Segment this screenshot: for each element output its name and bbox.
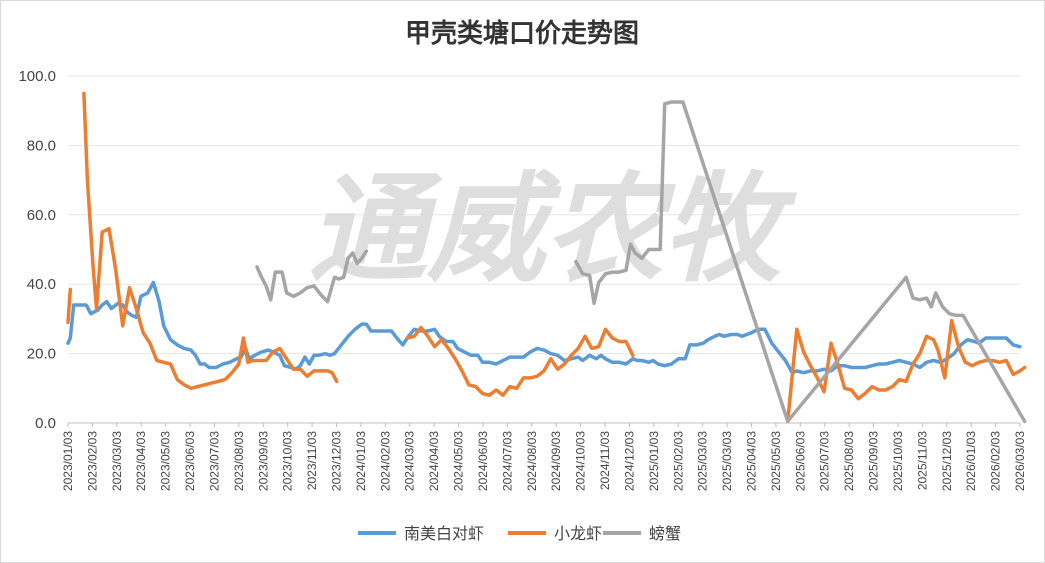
x-tick-label: 2023/01/03: [61, 431, 75, 491]
y-tick-label: 60.0: [27, 207, 56, 224]
x-tick-label: 2026/03/03: [1013, 431, 1027, 491]
gridlines: [68, 75, 1020, 424]
series-line-2: [82, 91, 339, 391]
series-line-2: [66, 287, 73, 325]
x-tick-label: 2024/03/03: [403, 431, 417, 491]
x-tick-label: 2025/12/03: [940, 431, 954, 491]
x-tick-label: 2024/04/03: [427, 431, 441, 491]
x-tick-label: 2024/11/03: [598, 431, 612, 490]
series-line-3: [255, 249, 369, 304]
x-tick-label: 2025/09/03: [867, 431, 881, 491]
x-tick-label: 2025/10/03: [891, 431, 905, 491]
x-tick-label: 2024/06/03: [476, 431, 490, 491]
x-tick-label: 2025/04/03: [744, 431, 758, 491]
x-tick-label: 2023/11/03: [305, 431, 319, 490]
x-tick-label: 2025/03/03: [696, 431, 710, 491]
y-tick-label: 20.0: [27, 346, 56, 363]
x-tick-label: 2023/04/03: [134, 431, 148, 491]
x-tick-label: 2026/02/03: [989, 431, 1003, 491]
x-tick-label: 2024/02/03: [378, 431, 392, 491]
x-tick-label: 2025/05/03: [769, 431, 783, 491]
x-tick-label: 2024/10/03: [574, 431, 588, 491]
x-tick-label: 2026/01/03: [964, 431, 978, 491]
x-tick-label: 2025/03/03: [720, 431, 734, 491]
x-tick-label: 2023/12/03: [330, 431, 344, 491]
legend-label: 南美白对虾: [404, 524, 484, 543]
y-tick-label: 0.0: [35, 415, 56, 432]
y-tick-label: 40.0: [27, 276, 56, 293]
x-tick-label: 2023/05/03: [159, 431, 173, 491]
x-tick-label: 2025/06/03: [793, 431, 807, 491]
x-tick-label: 2023/10/03: [281, 431, 295, 491]
y-tick-label: 80.0: [27, 137, 56, 154]
x-tick-label: 2024/05/03: [452, 431, 466, 491]
x-tick-label: 2024/07/03: [500, 431, 514, 491]
x-tick-label: 2023/06/03: [183, 431, 197, 491]
x-tick-label: 2023/03/03: [110, 431, 124, 491]
x-tick-label: 2025/01/03: [647, 431, 661, 491]
series-lines: [66, 91, 1027, 424]
watermark: 通威农牧: [309, 160, 797, 298]
x-tick-label: 2023/07/03: [207, 431, 221, 491]
series-line-2: [785, 318, 1027, 424]
x-tick-label: 2025/02/03: [671, 431, 685, 491]
x-tick-label: 2025/08/03: [842, 431, 856, 491]
x-tick-label: 2024/09/03: [549, 431, 563, 491]
x-tick-label: 2023/02/03: [85, 431, 99, 491]
y-tick-label: 100.0: [18, 68, 56, 85]
series-line-2: [405, 325, 635, 397]
legend-label: 螃蟹: [649, 524, 681, 543]
x-tick-label: 2024/12/03: [622, 431, 636, 491]
x-axis: 2023/01/03 2023/02/03 2023/03/03 2023/04/03…: [61, 423, 1027, 491]
x-tick-label: 2024/01/03: [354, 431, 368, 491]
y-axis: 0.0 20.0 40.0 60.0 80.0 100.0: [18, 68, 56, 432]
x-tick-label: 2024/08/03: [525, 431, 539, 491]
x-tick-label: 2025/07/03: [818, 431, 832, 491]
legend-label: 小龙虾: [554, 524, 602, 543]
legend: 南美白对虾 小龙虾 螃蟹: [358, 524, 681, 543]
x-tick-label: 2025/11/03: [915, 431, 929, 490]
series-line-3: [574, 100, 1027, 424]
series-line-1: [66, 280, 1022, 375]
x-tick-label: 2023/08/03: [232, 431, 246, 491]
x-tick-label: 2023/09/03: [256, 431, 270, 491]
chart-title: 甲壳类塘口价走势图: [405, 18, 639, 49]
